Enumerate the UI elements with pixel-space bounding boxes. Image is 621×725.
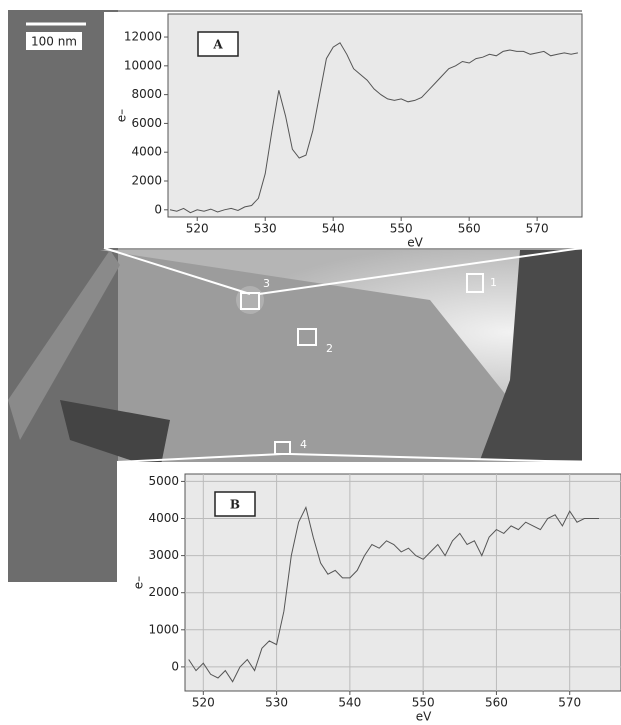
region-label: 2 [326, 342, 333, 355]
x-tick-label: 550 [390, 222, 413, 236]
y-tick-label: 2000 [131, 174, 162, 188]
y-tick-label: 1000 [148, 622, 179, 636]
y-tick-label: 12000 [124, 30, 162, 44]
x-tick-label: 560 [485, 696, 508, 710]
x-tick-label: 550 [412, 696, 435, 710]
y-tick-label: 5000 [148, 474, 179, 488]
y-tick-label: 3000 [148, 548, 179, 562]
figure: 100 nm 1 2 3 4 520 530 540 550 560 570 0 2000 40… [0, 0, 621, 725]
region-label: 4 [300, 438, 307, 451]
x-tick-label: 520 [186, 222, 209, 236]
x-tick-label: 520 [192, 696, 215, 710]
scale-bar-label: 100 nm [31, 35, 77, 49]
y-tick-label: 6000 [131, 116, 162, 130]
y-tick-label: 2000 [148, 585, 179, 599]
panel-label: A [212, 38, 223, 52]
x-tick-label: 570 [558, 696, 581, 710]
y-tick-label: 10000 [124, 58, 162, 72]
x-tick-label: 540 [322, 222, 345, 236]
x-tick-label: 530 [265, 696, 288, 710]
y-tick-label: 0 [171, 659, 179, 673]
y-axis-label: e– [115, 109, 129, 122]
x-tick-label: 560 [458, 222, 481, 236]
y-tick-label: 0 [154, 202, 162, 216]
y-axis-label: e– [132, 576, 146, 589]
x-tick-label: 530 [254, 222, 277, 236]
y-tick-label: 8000 [131, 87, 162, 101]
y-tick-label: 4000 [131, 145, 162, 159]
panel-label: B [230, 498, 240, 512]
region-label: 1 [490, 276, 497, 289]
region-label: 3 [263, 277, 270, 290]
x-tick-label: 570 [526, 222, 549, 236]
x-axis-label: eV [416, 710, 432, 724]
x-tick-label: 540 [338, 696, 361, 710]
y-tick-label: 4000 [148, 511, 179, 525]
x-axis-label: eV [407, 236, 423, 250]
